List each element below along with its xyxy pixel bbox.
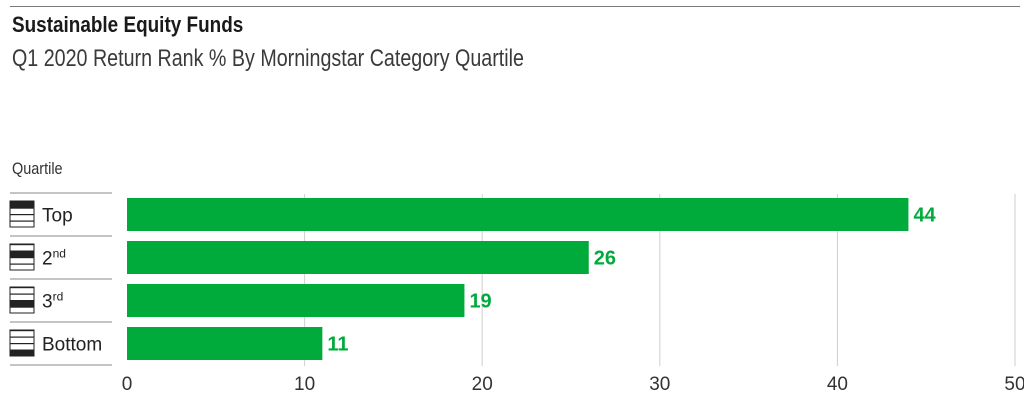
- bar-1: [127, 198, 909, 231]
- value-label: 44: [913, 205, 936, 227]
- category-label-superscript: nd: [53, 247, 66, 261]
- value-label: 19: [469, 291, 491, 313]
- bar-4: [127, 327, 323, 360]
- quartile-icon-stripe: [10, 263, 34, 265]
- bar-2: [127, 241, 589, 274]
- quartile-icon-stripe: [10, 343, 34, 345]
- quartile-icon-stripe: [10, 201, 34, 208]
- top-rule: [10, 6, 1020, 7]
- x-tick-label: 10: [294, 374, 315, 395]
- category-label: 2nd: [42, 247, 66, 270]
- x-tick-label: 40: [827, 374, 848, 395]
- category-label: Bottom: [42, 335, 102, 356]
- quartile-icon-stripe: [10, 287, 34, 289]
- x-tick-label: 20: [472, 374, 493, 395]
- category-axis-label: Quartile: [12, 159, 63, 178]
- category-label: Top: [42, 206, 73, 227]
- category-label-superscript: rd: [53, 290, 64, 304]
- quartile-icon-stripe: [10, 220, 34, 222]
- quartile-icon-stripe: [10, 250, 34, 257]
- quartile-icon-stripe: [10, 349, 34, 356]
- quartile-icon-stripe: [10, 336, 34, 338]
- value-label: 26: [594, 248, 616, 270]
- chart-subtitle: Q1 2020 Return Rank % By Morningstar Cat…: [12, 45, 524, 72]
- quartile-icon-stripe: [10, 300, 34, 307]
- quartile-icon-stripe: [10, 214, 34, 216]
- x-tick-label: 30: [649, 374, 670, 395]
- quartile-icon-stripe: [10, 330, 34, 332]
- x-tick-label: 0: [122, 374, 133, 395]
- quartile-icon-stripe: [10, 293, 34, 295]
- quartile-icon-stripe: [10, 257, 34, 259]
- x-tick-label: 50: [1004, 374, 1024, 395]
- bar-3: [127, 284, 465, 317]
- value-label: 11: [327, 334, 348, 356]
- category-label: 3rd: [42, 290, 63, 313]
- quartile-icon-stripe: [10, 244, 34, 246]
- chart-title: Sustainable Equity Funds: [12, 12, 244, 37]
- quartile-icon-stripe: [10, 306, 34, 308]
- quartile-icon-stripe: [10, 207, 34, 209]
